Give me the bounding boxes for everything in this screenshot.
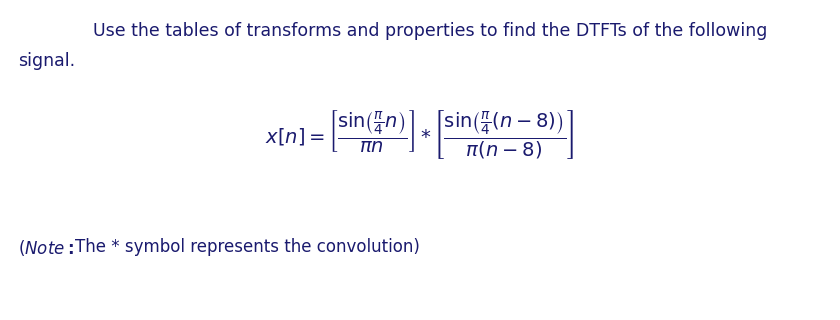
- Text: $x[n] = \left[\dfrac{\sin\!\left(\frac{\pi}{4}n\right)}{\pi n}\right] * \left[\d: $x[n] = \left[\dfrac{\sin\!\left(\frac{\…: [265, 108, 575, 161]
- Text: The * symbol represents the convolution): The * symbol represents the convolution): [75, 238, 420, 256]
- Text: $(\mathbf{\mathit{Note}}\mathbf{:}$: $(\mathbf{\mathit{Note}}\mathbf{:}$: [18, 238, 74, 258]
- Text: signal.: signal.: [18, 52, 75, 70]
- Text: Use the tables of transforms and properties to find the DTFTs of the following: Use the tables of transforms and propert…: [92, 22, 767, 40]
